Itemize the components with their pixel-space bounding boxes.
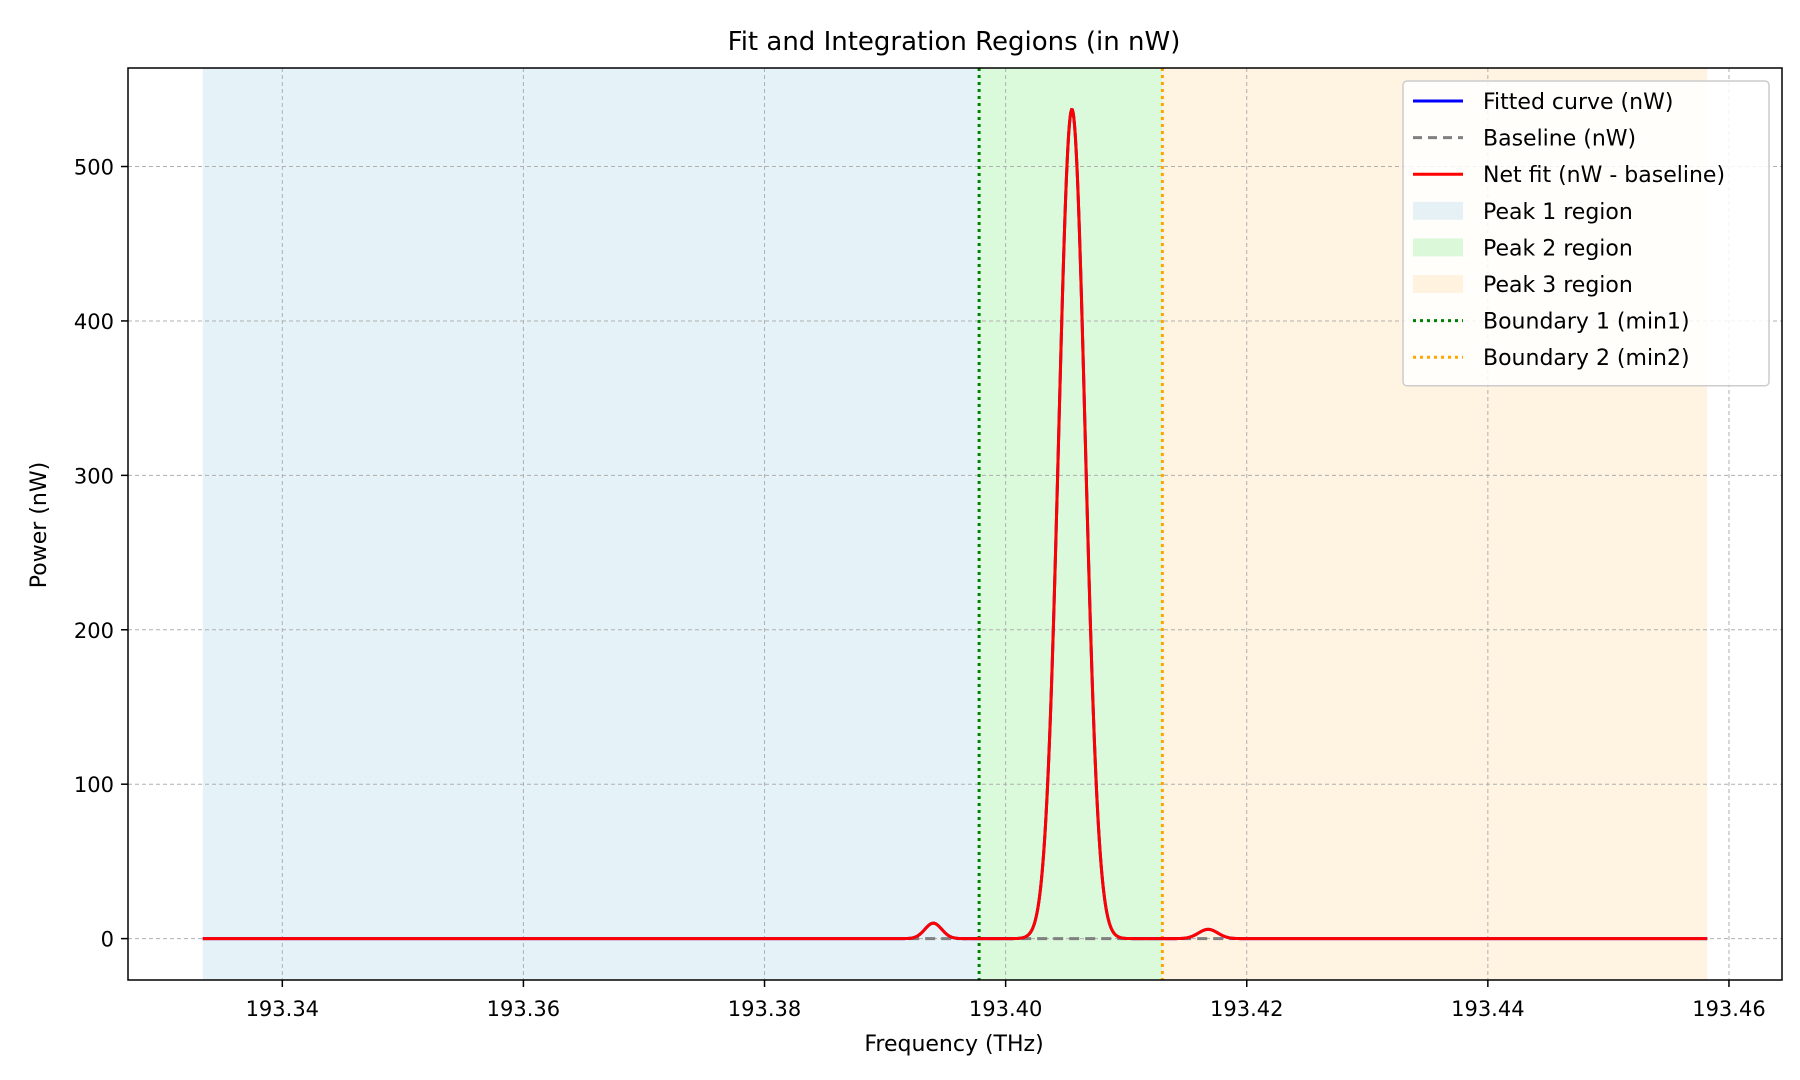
y-tick-label: 0: [101, 928, 114, 952]
legend-label: Boundary 1 (min1): [1483, 310, 1690, 335]
y-tick-label: 200: [74, 619, 114, 643]
x-tick-label: 193.42: [1210, 997, 1283, 1021]
x-tick-label: 193.40: [969, 997, 1042, 1021]
legend-label: Peak 1 region: [1483, 200, 1633, 225]
net-fit-line: [202, 107, 1708, 941]
legend: Fitted curve (nW) Baseline (nW) Net fit (n…: [1402, 80, 1770, 387]
legend-swatch-patch: [1413, 275, 1463, 293]
y-tick-label: 300: [74, 464, 114, 488]
region-2: [979, 68, 1163, 980]
x-tick-label: 193.38: [728, 997, 801, 1021]
legend-swatch-patch: [1413, 201, 1463, 220]
legend-label: Peak 2 region: [1483, 236, 1633, 261]
y-tick-label: 400: [74, 310, 114, 334]
legend-label: Fitted curve (nW): [1483, 90, 1673, 115]
legend-label: Baseline (nW): [1483, 127, 1636, 152]
y-tick-label: 100: [74, 773, 114, 797]
legend-swatch-patch: [1413, 238, 1463, 257]
region-1: [202, 68, 980, 980]
x-tick-label: 193.36: [487, 997, 560, 1021]
axes-frame: [127, 67, 1783, 981]
legend-box: [1402, 80, 1770, 387]
x-tick-label: 193.46: [1692, 997, 1765, 1021]
x-tick-label: 193.44: [1451, 997, 1524, 1021]
legend-label: Boundary 2 (min2): [1483, 346, 1690, 371]
legend-label: Peak 3 region: [1483, 273, 1633, 298]
x-axis-label: Frequency (THz): [864, 1032, 1043, 1057]
y-axis-label: Power (nW): [27, 462, 52, 588]
legend-label: Net fit (nW - baseline): [1483, 163, 1725, 188]
x-tick-label: 193.34: [246, 997, 319, 1021]
chart-title: Fit and Integration Regions (in nW): [728, 27, 1181, 57]
y-tick-label: 500: [74, 156, 114, 180]
